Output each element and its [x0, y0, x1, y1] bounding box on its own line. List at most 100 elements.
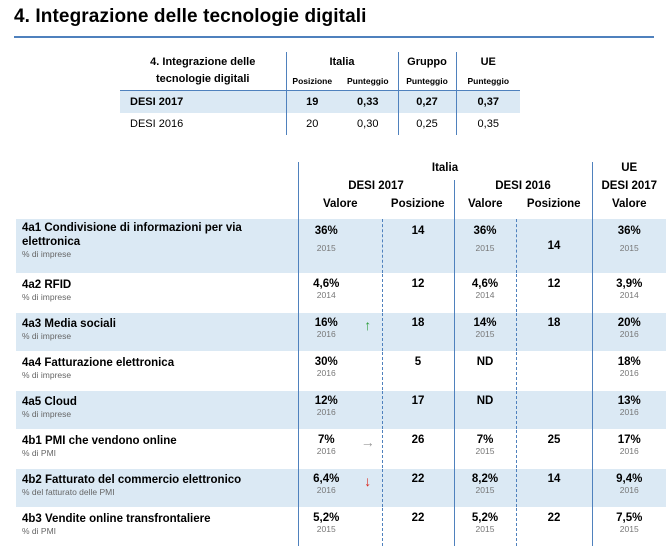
indicator-label-cell: 4a5 Cloud % di imprese — [16, 391, 298, 430]
value-ue-cell: 36% 2015 — [592, 219, 666, 274]
value-2017: 4,6% — [299, 278, 355, 290]
value-2017: 6,4% — [299, 473, 355, 485]
value-ue: 7,5% — [593, 512, 666, 524]
position-2017: 5 — [383, 356, 454, 368]
value-2016: 5,2% — [455, 512, 516, 524]
position-2016: 12 — [517, 278, 592, 290]
position-2016-cell — [516, 352, 592, 391]
indicator-label-cell: 4a4 Fatturazione elettronica % di impres… — [16, 352, 298, 391]
year-2017: 2014 — [299, 290, 355, 300]
indicator-name: 4a3 Media sociali — [16, 317, 298, 331]
year-2017: 2016 — [299, 329, 355, 339]
value-2017-cell: 7% 2016 — [298, 430, 354, 469]
indicators-table: Italia UE DESI 2017 DESI 2016 DESI 2017 … — [16, 162, 666, 546]
position-2016-cell — [516, 391, 592, 430]
position-2016-cell: 14 — [516, 469, 592, 508]
indicator-name: 4a5 Cloud — [16, 395, 298, 409]
position-2016-cell: 14 — [516, 219, 592, 274]
position-2016: 25 — [517, 434, 592, 446]
position-2016-cell: 12 — [516, 274, 592, 313]
header-italia: Italia — [298, 162, 592, 180]
indicator-name: 4b1 PMI che vendono online — [16, 434, 298, 448]
position-2017-cell: 12 — [382, 274, 454, 313]
summary-row-label: DESI 2017 — [120, 91, 286, 114]
summary-posizione: 19 — [286, 91, 338, 114]
position-2016: 18 — [517, 317, 592, 329]
value-ue: 36% — [593, 225, 666, 237]
value-ue: 3,9% — [593, 278, 666, 290]
indicator-row: 4a1 Condivisione di informazioni per via… — [16, 219, 666, 274]
value-2017: 36% — [299, 225, 355, 237]
header-desi2016: DESI 2016 — [454, 180, 592, 198]
value-2016-cell: 8,2% 2015 — [454, 469, 516, 508]
value-2016: 4,6% — [455, 278, 516, 290]
value-2016: 14% — [455, 317, 516, 329]
indicator-name: 4b2 Fatturato del commercio elettronico — [16, 473, 298, 487]
summary-row-desi2016: DESI 2016 20 0,30 0,25 0,35 — [120, 113, 520, 135]
indicator-name: 4b3 Vendite online transfrontaliere — [16, 512, 298, 526]
value-2016: ND — [455, 356, 516, 368]
value-2017-cell: 36% 2015 — [298, 219, 354, 274]
position-2017: 22 — [383, 473, 454, 485]
col-posizione-2016: Posizione — [516, 198, 592, 219]
position-2017-cell: 18 — [382, 313, 454, 352]
position-2017-cell: 22 — [382, 469, 454, 508]
position-2017: 12 — [383, 278, 454, 290]
year-2016: 2014 — [455, 290, 516, 300]
summary-sub-posizione: Posizione — [286, 72, 338, 91]
trend-arrow-icon: → — [354, 430, 382, 469]
value-ue-cell: 3,9% 2014 — [592, 274, 666, 313]
value-ue: 13% — [593, 395, 666, 407]
position-2016: 22 — [517, 512, 592, 524]
position-2017: 22 — [383, 512, 454, 524]
value-ue: 9,4% — [593, 473, 666, 485]
indicator-unit: % del fatturato delle PMI — [16, 487, 298, 497]
value-2016-cell: 36% 2015 — [454, 219, 516, 274]
summary-punteggio: 0,33 — [338, 91, 398, 114]
value-2016-cell: ND — [454, 391, 516, 430]
summary-ue: 0,35 — [456, 113, 520, 135]
year-2016: 2015 — [455, 446, 516, 456]
value-2016-cell: ND — [454, 352, 516, 391]
summary-header-ue: UE — [456, 52, 520, 72]
position-2017-cell: 5 — [382, 352, 454, 391]
col-posizione-2017: Posizione — [382, 198, 454, 219]
year-2016: 2015 — [455, 243, 516, 253]
year-2017: 2016 — [299, 368, 355, 378]
col-valore-ue: Valore — [592, 198, 666, 219]
value-2016-cell: 4,6% 2014 — [454, 274, 516, 313]
value-ue-cell: 18% 2016 — [592, 352, 666, 391]
value-2017: 12% — [299, 395, 355, 407]
year-ue: 2016 — [593, 368, 666, 378]
summary-ue: 0,37 — [456, 91, 520, 114]
trend-arrow-icon — [354, 391, 382, 430]
indicator-row: 4a2 RFID % di imprese 4,6% 2014 12 4,6% … — [16, 274, 666, 313]
trend-arrow-icon: ↑ — [354, 313, 382, 352]
year-2017: 2016 — [299, 446, 355, 456]
position-2017: 26 — [383, 434, 454, 446]
year-ue: 2014 — [593, 290, 666, 300]
indicator-row: 4a3 Media sociali % di imprese 16% 2016 … — [16, 313, 666, 352]
indicator-unit: % di imprese — [16, 292, 298, 302]
summary-posizione: 20 — [286, 113, 338, 135]
indicator-unit: % di PMI — [16, 526, 298, 536]
summary-punteggio: 0,30 — [338, 113, 398, 135]
position-2017: 14 — [383, 225, 454, 237]
indicator-row: 4a4 Fatturazione elettronica % di impres… — [16, 352, 666, 391]
indicator-label-cell: 4a3 Media sociali % di imprese — [16, 313, 298, 352]
value-2016: 36% — [455, 225, 516, 237]
indicator-name: 4a2 RFID — [16, 278, 298, 292]
position-2017-cell: 17 — [382, 391, 454, 430]
summary-sub-punteggio: Punteggio — [338, 72, 398, 91]
year-2016: 2015 — [455, 485, 516, 495]
value-2016: ND — [455, 395, 516, 407]
summary-table: 4. Integrazione delle tecnologie digital… — [120, 52, 520, 135]
year-ue: 2016 — [593, 446, 666, 456]
value-2017-cell: 12% 2016 — [298, 391, 354, 430]
summary-header-title: 4. Integrazione delle tecnologie digital… — [120, 52, 286, 91]
col-valore-2017: Valore — [298, 198, 382, 219]
value-2017: 5,2% — [299, 512, 355, 524]
position-2017: 18 — [383, 317, 454, 329]
value-2016: 7% — [455, 434, 516, 446]
value-2016-cell: 7% 2015 — [454, 430, 516, 469]
